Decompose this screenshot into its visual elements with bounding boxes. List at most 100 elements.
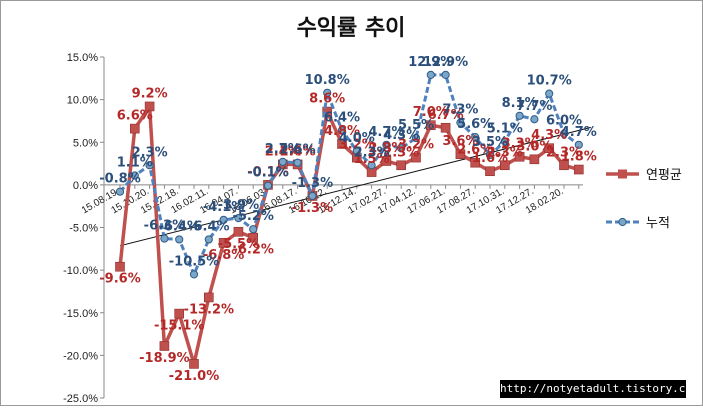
data-label-cumulative: 12.9% (408, 55, 453, 70)
point-annual (573, 164, 584, 175)
data-label-cumulative: 12.9% (423, 55, 468, 70)
point-annual (189, 359, 199, 369)
point-annual (381, 156, 392, 166)
data-label-cumulative: 2.6% (280, 143, 316, 158)
point-cumulative (367, 161, 376, 170)
point-cumulative (160, 234, 169, 243)
y-tick-label: -25.0% (63, 393, 98, 405)
data-label-cumulative: 4.7% (561, 125, 597, 140)
data-label-cumulative: 2.3% (354, 145, 390, 160)
data-label-cumulative: -5.2% (232, 209, 273, 224)
data-label-annual: 2.3% (383, 145, 419, 160)
point-cumulative (426, 70, 435, 80)
y-tick-label: -10.0% (63, 265, 98, 277)
point-annual (174, 308, 184, 319)
data-label-cumulative: 7.3% (442, 103, 478, 118)
point-annual (322, 106, 333, 117)
y-tick-label: -5.0% (69, 223, 98, 235)
y-tick-label: 0.0% (73, 180, 98, 192)
point-cumulative (515, 111, 524, 120)
point-annual (514, 151, 525, 162)
point-cumulative (263, 181, 273, 190)
watermark: http://notyetadult.tistory.com (500, 380, 699, 398)
point-cumulative (485, 150, 495, 160)
data-label-annual: 3.6% (442, 134, 478, 149)
point-cumulative (219, 215, 228, 224)
data-label-annual: 3.2% (339, 138, 375, 153)
data-label-annual: -6.8% (203, 248, 244, 263)
data-label-cumulative: 4.3% (383, 128, 419, 143)
trendline-line (119, 126, 591, 247)
data-label-annual: -5.5% (218, 237, 259, 252)
data-label-annual: 2.6% (457, 143, 493, 158)
point-annual (411, 152, 421, 163)
data-label-annual: 4.3% (531, 128, 567, 143)
point-annual (233, 226, 244, 237)
point-cumulative (545, 89, 554, 98)
point-annual (455, 149, 466, 159)
point-cumulative (145, 161, 154, 170)
data-label-annual: 2.4% (280, 144, 316, 159)
data-labels: -9.6% 6.6% 9.2% -18.9% -15.1% -21.0% -13.2% -6.… (99, 55, 597, 384)
data-label-annual: -0.1% (247, 165, 288, 180)
point-annual (440, 122, 451, 133)
trendline (119, 126, 591, 247)
data-label-cumulative: 10.8% (305, 73, 350, 88)
legend-marker-annual (618, 169, 627, 179)
data-label-annual: -13.2% (184, 302, 235, 317)
point-annual (425, 120, 436, 130)
data-label-annual: -6.2% (232, 243, 273, 258)
data-label-annual: 2.8% (368, 141, 404, 156)
y-tick-label: -20.0% (63, 350, 98, 362)
data-label-annual: -18.9% (139, 351, 190, 366)
point-cumulative (441, 70, 450, 80)
chart-title: 수익률 추이 (297, 16, 406, 41)
data-label-cumulative: 6.4% (324, 110, 360, 125)
point-cumulative (204, 235, 213, 244)
line-chart: 수익률 추이 15.0% 10.0% 5.0% 0.0% -5.0% -10.0% -15.… (63, 16, 682, 405)
data-label-annual: 3.0% (516, 139, 552, 154)
point-annual (204, 292, 214, 303)
point-cumulative (323, 88, 332, 97)
point-cumulative (471, 133, 480, 142)
point-cumulative (130, 171, 139, 180)
point-annual (159, 341, 170, 351)
data-label-cumulative: -6.4% (158, 219, 199, 234)
point-annual (218, 238, 229, 248)
point-cumulative (574, 140, 583, 149)
data-label-annual: -21.0% (169, 369, 220, 384)
point-annual (130, 123, 140, 134)
data-label-cumulative: 8.1% (502, 96, 538, 111)
data-label-cumulative: 5.5% (398, 118, 434, 133)
point-annual (144, 101, 155, 112)
data-label-annual: 6.7% (428, 108, 464, 123)
data-label-cumulative: -0.8% (99, 172, 140, 187)
data-label-annual: 7.0% (413, 105, 449, 120)
point-cumulative (382, 140, 391, 149)
data-label-annual: 4.8% (324, 124, 360, 139)
data-label-cumulative: 4.7% (368, 125, 404, 140)
point-cumulative (456, 118, 465, 127)
data-label-annual: 3.2% (398, 138, 434, 153)
series-lines (115, 70, 584, 369)
point-annual (544, 143, 555, 154)
data-label-cumulative: 2.3% (132, 145, 168, 160)
series-line-cumulative (118, 73, 580, 276)
data-label-cumulative: -1.3% (292, 176, 333, 191)
point-cumulative (249, 225, 258, 234)
data-label-cumulative: 5.6% (457, 117, 493, 132)
point-cumulative (530, 115, 539, 124)
point-cumulative (293, 158, 302, 167)
data-label-cumulative: 3.5% (472, 135, 508, 150)
point-cumulative (189, 270, 199, 279)
legend-label-cumulative: 누적 (646, 216, 670, 231)
data-label-annual: -1.3% (292, 201, 333, 216)
data-label-cumulative: -4.1% (203, 200, 244, 215)
data-label-cumulative: 10.7% (527, 74, 572, 89)
data-label-annual: 1.8% (561, 150, 597, 165)
data-label-cumulative: 5.1% (487, 121, 523, 136)
data-label-annual: 2.4% (265, 144, 301, 159)
legend-marker-cumulative (618, 217, 627, 227)
